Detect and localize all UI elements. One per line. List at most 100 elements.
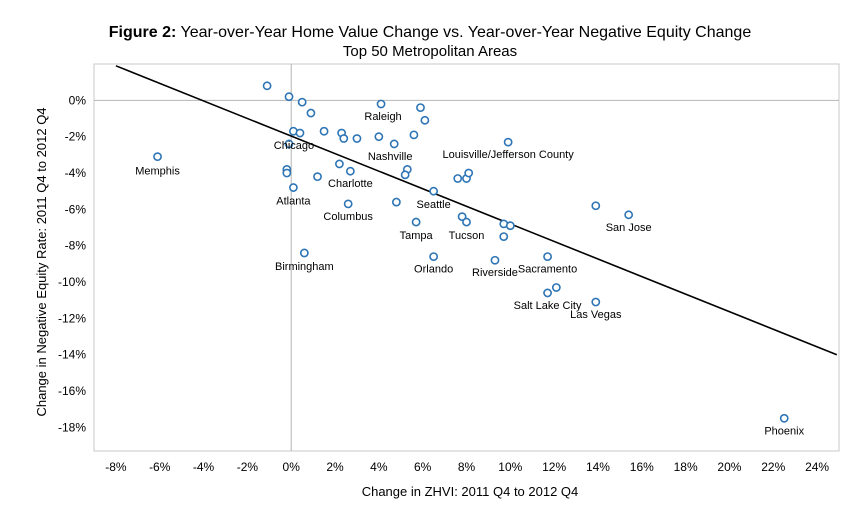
data-point <box>591 201 601 211</box>
data-point <box>505 221 515 231</box>
y-axis-label: Change in Negative Equity Rate: 2011 Q4 … <box>34 107 49 416</box>
data-point <box>543 252 552 261</box>
x-tick-label: 12% <box>542 460 566 474</box>
point-label: Tampa <box>400 230 434 242</box>
data-point <box>591 297 601 307</box>
data-point <box>411 217 421 227</box>
x-tick-label: 16% <box>630 460 654 474</box>
y-tick-label: -18% <box>58 420 86 434</box>
point-label: San Jose <box>606 222 652 234</box>
data-point <box>352 134 362 143</box>
x-tick-label: -2% <box>237 460 259 474</box>
reference-lines <box>94 64 839 451</box>
data-point <box>313 172 322 182</box>
point-label: Raleigh <box>364 111 401 123</box>
y-tick-label: -10% <box>58 275 86 289</box>
data-point <box>624 210 634 220</box>
point-label: Nashville <box>368 151 413 163</box>
x-tick-label: 8% <box>458 460 476 474</box>
data-point <box>284 92 294 102</box>
point-labels: Memphis Chicago Atlanta Birmingham Charlotte… <box>135 111 804 437</box>
data-point <box>503 137 513 147</box>
data-point <box>457 212 467 222</box>
point-label: Sacramento <box>518 264 577 276</box>
x-tick-label: 20% <box>717 460 741 474</box>
data-point <box>295 128 305 138</box>
data-point <box>374 132 384 142</box>
x-axis: -8% -6% -4% -2% 0% 2% 4% 6% 8% 10% 12% 14% 16% 18% 20%… <box>105 460 829 474</box>
data-point <box>429 252 439 261</box>
data-point <box>297 97 307 107</box>
data-points <box>153 81 789 423</box>
data-point <box>499 232 509 242</box>
data-point <box>306 108 316 118</box>
data-point <box>389 139 399 149</box>
data-point <box>343 199 353 209</box>
point-label: Charlotte <box>328 178 373 190</box>
data-point <box>339 134 349 143</box>
point-label: Orlando <box>414 264 453 276</box>
data-point <box>284 139 294 149</box>
data-point <box>779 413 789 423</box>
chart-title: Figure 2: Year-over-Year Home Value Chan… <box>0 24 860 42</box>
data-point <box>345 166 355 176</box>
y-tick-label: -6% <box>65 202 87 216</box>
data-point <box>416 103 425 113</box>
chart-subtitle: Top 50 Metropolitan Areas <box>342 43 518 60</box>
trendline <box>115 65 838 356</box>
data-point <box>543 288 552 298</box>
data-point <box>462 217 471 227</box>
x-tick-label: -8% <box>105 460 127 474</box>
data-point <box>490 255 500 265</box>
data-point <box>288 183 298 192</box>
point-label: Phoenix <box>764 425 804 437</box>
point-label: Salt Lake City <box>514 300 582 312</box>
data-point <box>464 168 474 178</box>
chart-title-text: Year-over-Year Home Value Change vs. Yea… <box>180 24 752 41</box>
x-tick-label: 10% <box>498 460 522 474</box>
data-point <box>420 115 430 125</box>
x-tick-label: 14% <box>586 460 610 474</box>
y-tick-label: -2% <box>65 130 87 144</box>
x-tick-label: -4% <box>193 460 215 474</box>
data-point <box>335 159 344 169</box>
data-point <box>319 126 329 136</box>
y-tick-label: -12% <box>58 311 86 325</box>
y-axis: 0% -2% -4% -6% -8% -10% -12% -14% -16% -18% <box>58 93 86 434</box>
data-point <box>282 168 292 178</box>
x-tick-label: 4% <box>370 460 388 474</box>
point-label: Tucson <box>449 230 485 242</box>
y-tick-label: 0% <box>69 93 87 107</box>
x-tick-label: 2% <box>326 460 344 474</box>
x-tick-label: 24% <box>805 460 829 474</box>
point-label: Chicago <box>274 140 314 152</box>
trendline-group <box>115 65 838 356</box>
point-label: Birmingham <box>275 261 334 273</box>
data-point <box>391 197 401 207</box>
data-point <box>376 99 386 109</box>
y-tick-label: -8% <box>65 239 87 253</box>
point-label: Riverside <box>472 267 518 279</box>
data-point <box>262 81 272 91</box>
point-label: Louisville/Jefferson County <box>442 149 574 161</box>
x-tick-label: -6% <box>149 460 171 474</box>
point-label: Seattle <box>417 199 451 211</box>
x-tick-label: 22% <box>761 460 785 474</box>
point-label: Memphis <box>135 166 180 178</box>
data-point <box>299 248 309 258</box>
y-tick-label: -14% <box>58 348 86 362</box>
data-point <box>453 174 463 183</box>
point-label: Columbus <box>323 211 373 223</box>
plot-border <box>93 63 840 452</box>
figure-number: Figure 2: <box>108 24 177 41</box>
x-tick-label: 18% <box>674 460 698 474</box>
data-point <box>400 170 410 180</box>
x-tick-label: 0% <box>283 460 301 474</box>
point-label: Las Vegas <box>570 309 622 321</box>
x-axis-label: Change in ZHVI: 2011 Q4 to 2012 Q4 <box>362 484 579 499</box>
data-point <box>153 152 162 162</box>
y-tick-label: -4% <box>65 166 87 180</box>
data-point <box>429 186 439 196</box>
